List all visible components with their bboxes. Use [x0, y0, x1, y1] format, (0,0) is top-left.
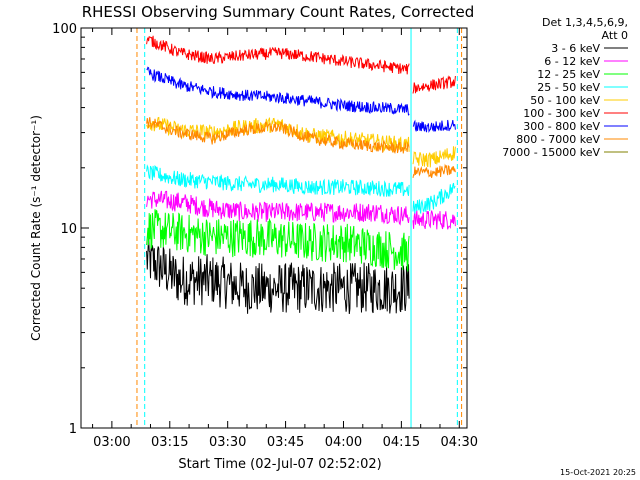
series-trace — [412, 210, 456, 230]
footer-date: 15-Oct-2021 20:25 — [560, 468, 636, 477]
legend-label: 7000 - 15000 keV — [502, 146, 600, 159]
series-1 — [146, 190, 456, 230]
series-0 — [146, 234, 410, 315]
series-trace — [412, 75, 456, 94]
series-trace — [412, 163, 456, 179]
legend-label: 300 - 800 keV — [523, 120, 600, 133]
y-axis-label: Corrected Count Rate (s⁻¹ detector⁻¹) — [29, 115, 43, 341]
series-4 — [146, 116, 456, 168]
x-tick-label: 04:15 — [383, 435, 420, 450]
x-tick-label: 03:45 — [267, 435, 304, 450]
series-trace — [146, 66, 410, 116]
series-6 — [146, 66, 456, 133]
series-trace — [412, 146, 456, 168]
series-trace — [146, 190, 410, 226]
legend-label: 800 - 7000 keV — [516, 133, 600, 146]
x-tick-label: 03:30 — [209, 435, 246, 450]
series-trace — [146, 35, 410, 75]
x-tick-label: 04:30 — [441, 435, 478, 450]
series-trace — [146, 117, 410, 154]
series-trace — [146, 234, 410, 315]
legend-label: 25 - 50 keV — [537, 81, 600, 94]
legend-header-line-2: Att 0 — [602, 29, 628, 42]
x-axis-label: Start Time (02-Jul-07 02:52:02) — [178, 457, 381, 472]
series-5 — [146, 35, 456, 94]
x-tick-label: 03:15 — [151, 435, 188, 450]
plot-area: 03:00 03:15 03:30 03:45 04:00 04:15 04:30 1 10 1… — [52, 22, 478, 450]
y-tick-label: 1 — [69, 422, 77, 437]
series-7 — [146, 117, 456, 179]
legend-header-line-1: Det 1,3,4,5,6,9, — [542, 16, 628, 29]
legend-label: 3 - 6 keV — [551, 42, 600, 55]
series-trace — [412, 119, 456, 133]
y-tick-label: 10 — [60, 222, 77, 237]
series-trace — [146, 164, 410, 197]
legend-label: 100 - 300 keV — [523, 107, 600, 120]
y-tick-label: 100 — [52, 22, 77, 37]
series-3 — [146, 164, 456, 214]
x-tick-label: 04:00 — [325, 435, 362, 450]
series-trace — [146, 209, 410, 272]
series-2 — [146, 209, 410, 272]
series-trace — [412, 182, 456, 214]
x-tick-label: 03:00 — [93, 435, 130, 450]
legend-label: 12 - 25 keV — [537, 68, 600, 81]
chart-title: RHESSI Observing Summary Count Rates, Co… — [82, 3, 475, 21]
legend-label: 50 - 100 keV — [530, 94, 600, 107]
legend-label: 6 - 12 keV — [544, 55, 600, 68]
